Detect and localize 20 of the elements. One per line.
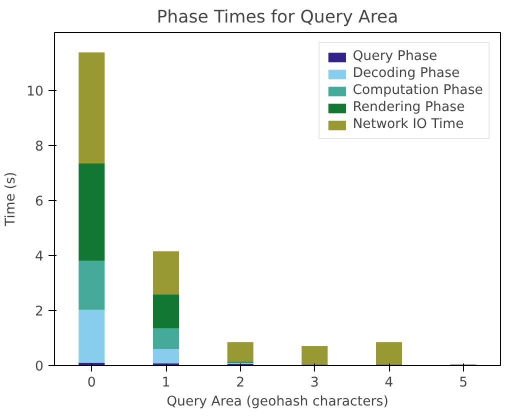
legend-label: Query Phase [352,49,438,64]
x-tick-label: 5 [459,376,468,390]
y-tick-label: 4 [35,249,44,264]
legend-label: Network IO Time [352,117,464,132]
x-tick-label: 0 [87,376,96,390]
x-tick-label: 1 [162,376,170,390]
y-tick-label: 2 [35,304,44,320]
x-tick-label: 2 [236,376,245,390]
legend-label: Decoding Phase [352,66,460,81]
y-tick-label: 8 [35,139,44,154]
x-tick-label: 4 [384,376,394,390]
y-tick-label: 0 [35,360,44,374]
x-axis-title: Query Area (geohash characters) [166,394,388,410]
x-tick-label: 3 [310,376,319,390]
y-tick-label: 6 [35,194,44,210]
y-tick-label: 10 [26,84,44,100]
legend-label: Computation Phase [352,83,483,98]
chart-title: Phase Times for Query Area [156,8,398,28]
y-axis-title: Time (s) [4,172,19,228]
legend-label: Rendering Phase [352,100,465,115]
